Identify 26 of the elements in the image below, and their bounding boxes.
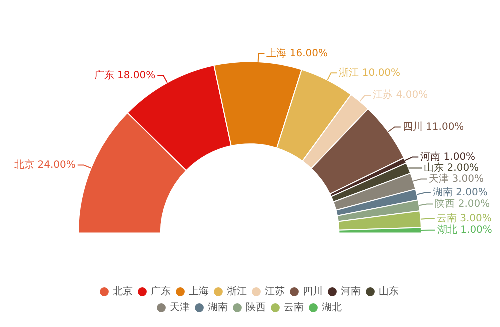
legend-label: 湖北 [322,302,342,314]
legend-label: 山东 [379,286,399,298]
data-label: 陕西 2.00% [435,198,490,210]
legend-label: 广东 [151,286,171,298]
legend-label: 云南 [284,302,304,314]
legend-label: 四川 [303,286,323,298]
data-label: 广东 18.00% [94,69,156,82]
data-label: 云南 3.00% [436,212,492,224]
legend-label: 上海 [189,286,209,298]
legend-label: 河南 [341,286,361,298]
legend-label: 江苏 [265,286,285,298]
data-label: 山东 2.00% [424,162,480,174]
legend-label: 陕西 [246,302,266,314]
data-label: 天津 3.00% [429,172,484,185]
legend-label: 湖南 [208,302,228,314]
data-label: 江苏 4.00% [373,89,428,102]
data-label: 北京 24.00% [14,158,76,171]
data-label: 上海 16.00% [266,48,328,60]
legend-label: 北京 [113,286,133,298]
data-label: 浙江 10.00% [339,66,401,79]
data-label: 四川 11.00% [402,120,464,133]
data-label: 湖南 2.00% [432,186,488,198]
legend-label: 浙江 [227,286,247,298]
data-label: 河南 1.00% [420,150,476,163]
legend-label: 天津 [170,302,190,314]
data-label: 湖北 1.00% [437,224,492,236]
